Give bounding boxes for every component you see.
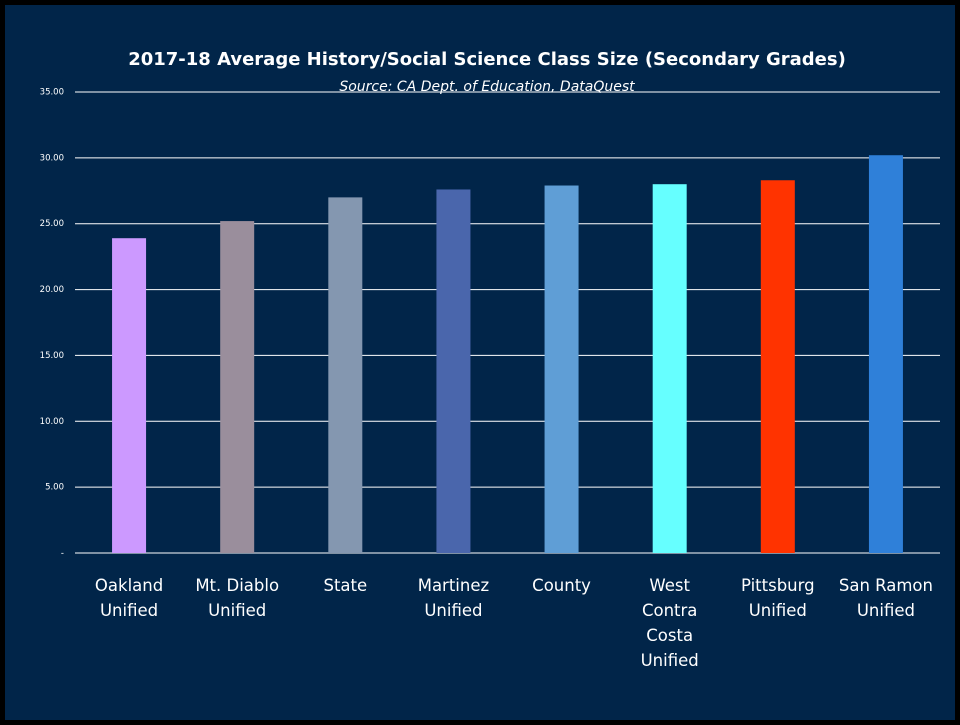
x-tick-label: State xyxy=(323,576,368,595)
x-tick-label: Pittsburg Unified xyxy=(741,576,815,620)
y-tick-label: - xyxy=(61,549,64,559)
y-tick-label: 35.00 xyxy=(40,88,64,98)
bar xyxy=(760,180,795,553)
bar xyxy=(652,184,687,553)
x-tick-label: County xyxy=(532,576,591,595)
bar xyxy=(436,189,471,553)
bar xyxy=(112,238,147,553)
x-tick-label: Martinez Unified xyxy=(417,576,490,620)
x-tick-label: Mt. Diablo Unified xyxy=(195,576,280,620)
y-tick-label: 30.00 xyxy=(40,153,64,163)
x-tick-label: Oakland Unified xyxy=(94,576,164,620)
y-tick-label: 5.00 xyxy=(45,483,64,493)
chart-subtitle: Source: CA Dept. of Education, DataQuest xyxy=(339,79,635,95)
chart: 2017-18 Average History/Social Science C… xyxy=(40,49,940,559)
y-tick-label: 20.00 xyxy=(40,285,64,295)
y-tick-label: 10.00 xyxy=(40,417,64,427)
chart-title: 2017-18 Average History/Social Science C… xyxy=(128,49,846,70)
y-tick-label: 25.00 xyxy=(40,219,64,229)
bar xyxy=(868,155,903,554)
y-tick-label: 15.00 xyxy=(40,351,64,361)
bar xyxy=(544,185,579,553)
x-tick-label: San Ramon Unified xyxy=(838,576,933,620)
bar xyxy=(220,221,255,553)
bar xyxy=(328,197,363,553)
x-tick-label: West Contra Costa Unified xyxy=(640,576,699,670)
